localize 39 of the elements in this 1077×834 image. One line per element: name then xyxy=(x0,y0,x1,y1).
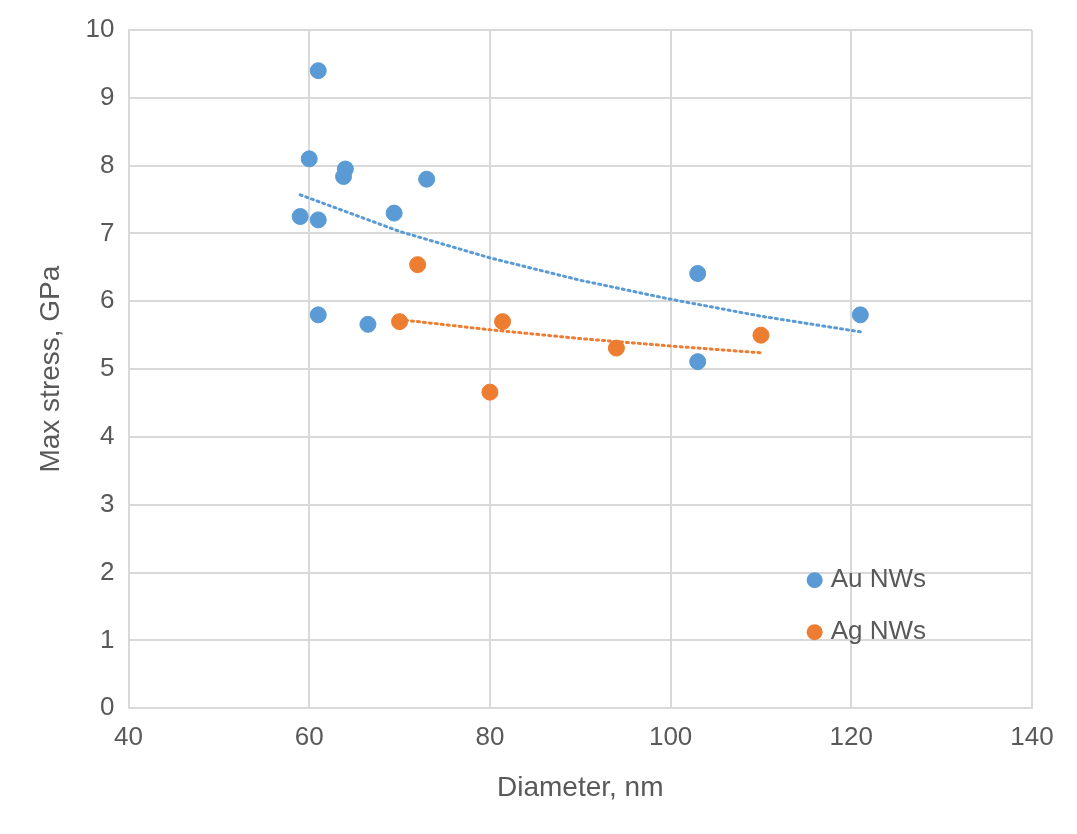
point xyxy=(752,326,770,344)
x-tick-label: 120 xyxy=(829,720,873,751)
point xyxy=(309,306,327,324)
line-series xyxy=(298,193,862,334)
point xyxy=(385,204,403,222)
y-tick-label: 4 xyxy=(100,420,115,451)
y-tick-label: 8 xyxy=(100,148,115,179)
y-tick-label: 9 xyxy=(100,80,115,111)
point xyxy=(481,383,499,401)
point xyxy=(309,211,327,229)
point xyxy=(300,150,318,168)
legend-label: Ag NWs xyxy=(830,615,926,646)
x-tick-label: 100 xyxy=(648,720,693,751)
point xyxy=(391,313,409,331)
y-tick-label: 3 xyxy=(100,487,115,518)
y-tick-label: 5 xyxy=(100,352,115,383)
x-axis-title: Diameter, nm xyxy=(497,770,664,802)
point xyxy=(607,339,625,357)
x-tick-label: 40 xyxy=(114,720,143,751)
point xyxy=(494,313,512,331)
point xyxy=(359,315,377,333)
y-tick-label: 0 xyxy=(100,691,115,722)
y-tick-label: 2 xyxy=(100,555,115,586)
x-tick-label: 140 xyxy=(1010,720,1054,751)
point xyxy=(418,170,436,188)
point xyxy=(309,62,327,80)
x-tick-label: 60 xyxy=(294,720,324,751)
y-axis-title: Max stress, GPa xyxy=(33,265,65,473)
point xyxy=(409,256,427,274)
y-tick-label: 1 xyxy=(100,623,115,654)
point xyxy=(291,208,309,226)
point xyxy=(689,353,707,371)
x-tick-label: 80 xyxy=(475,720,505,751)
point xyxy=(851,306,869,324)
y-tick-label: 7 xyxy=(100,216,115,247)
legend-label: Au NWs xyxy=(830,563,926,594)
y-tick-label: 10 xyxy=(85,13,115,44)
point xyxy=(689,264,707,282)
y-tick-label: 6 xyxy=(100,284,115,315)
